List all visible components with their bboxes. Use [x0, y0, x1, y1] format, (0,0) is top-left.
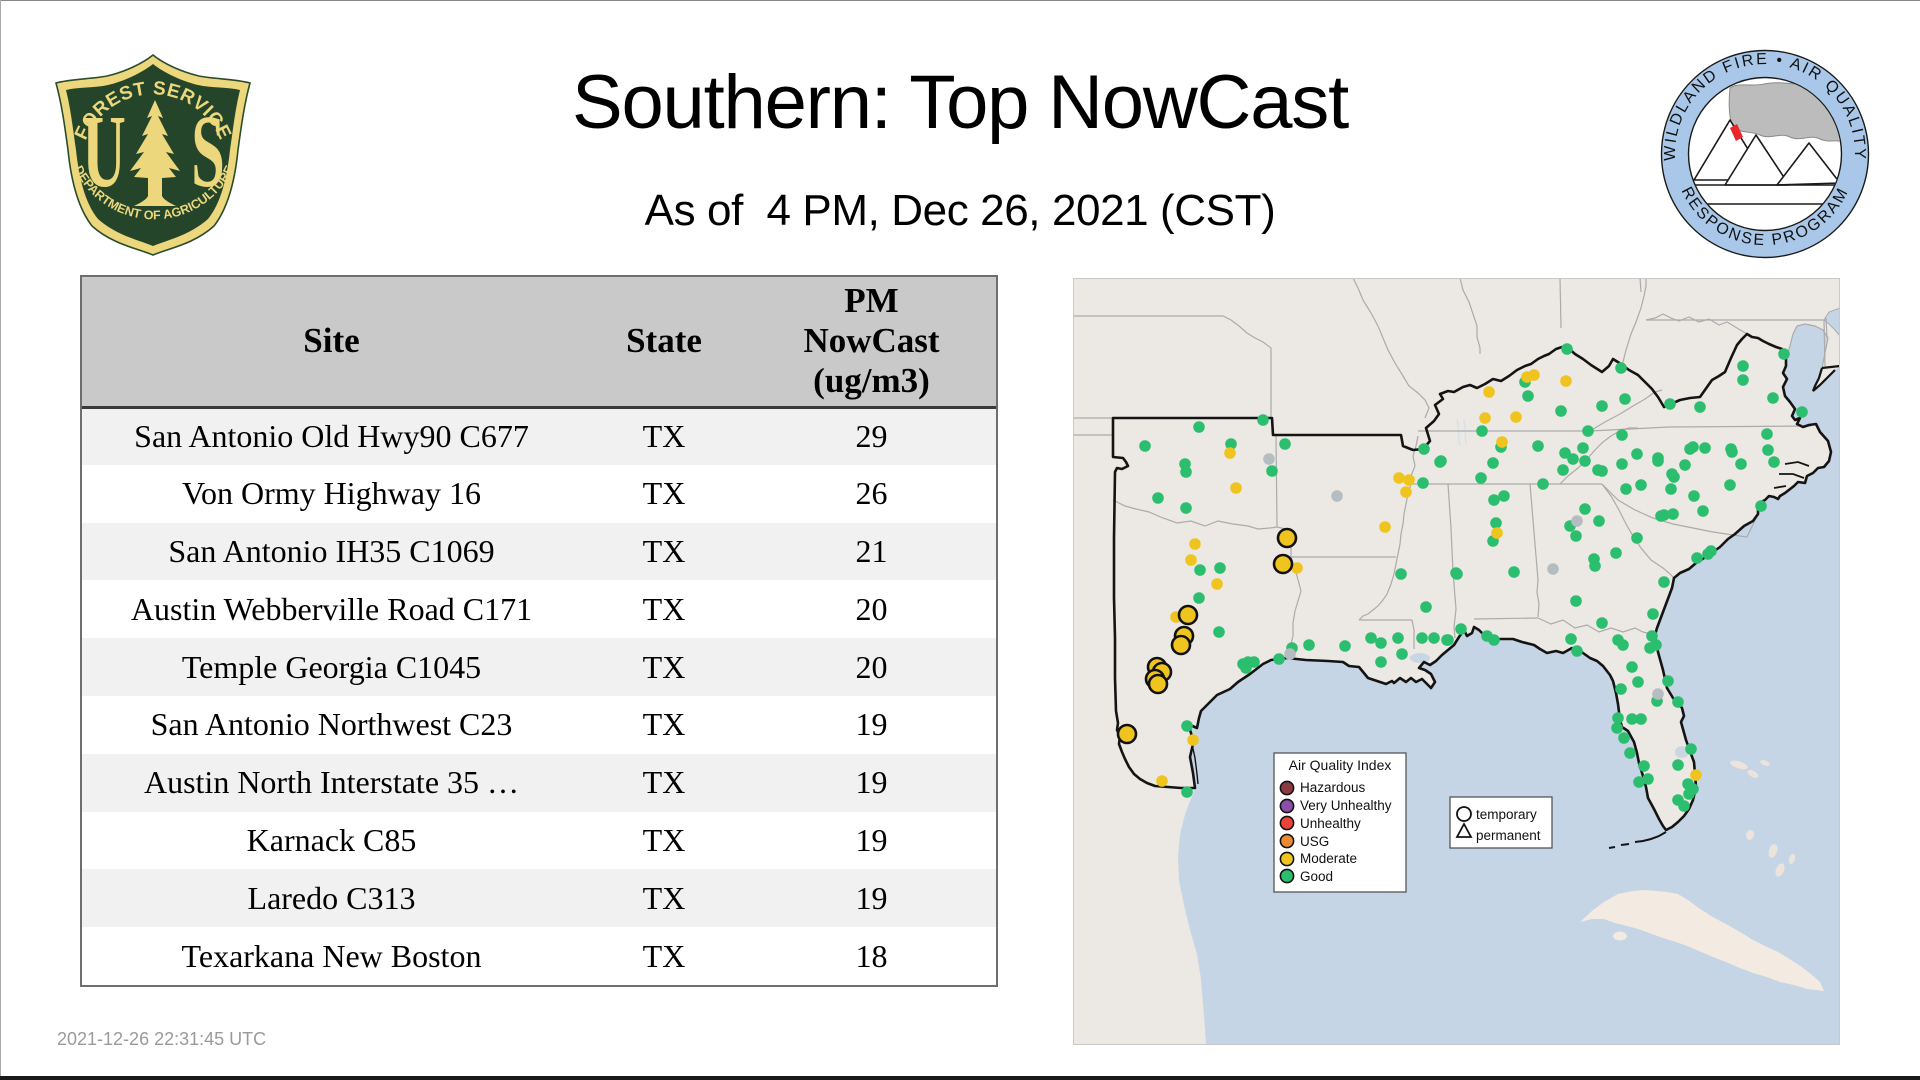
svg-text:permanent: permanent [1476, 828, 1541, 843]
svg-text:U: U [82, 94, 126, 209]
svg-text:S: S [191, 94, 225, 209]
svg-text:Good: Good [1300, 869, 1333, 884]
svg-text:temporary: temporary [1476, 807, 1537, 822]
svg-text:USG: USG [1300, 834, 1329, 849]
svg-text:Hazardous: Hazardous [1300, 780, 1366, 795]
svg-text:Air Quality Index: Air Quality Index [1289, 757, 1392, 773]
svg-text:Very Unhealthy: Very Unhealthy [1300, 798, 1392, 813]
svg-text:Moderate: Moderate [1300, 851, 1357, 866]
svg-text:Unhealthy: Unhealthy [1300, 816, 1361, 831]
